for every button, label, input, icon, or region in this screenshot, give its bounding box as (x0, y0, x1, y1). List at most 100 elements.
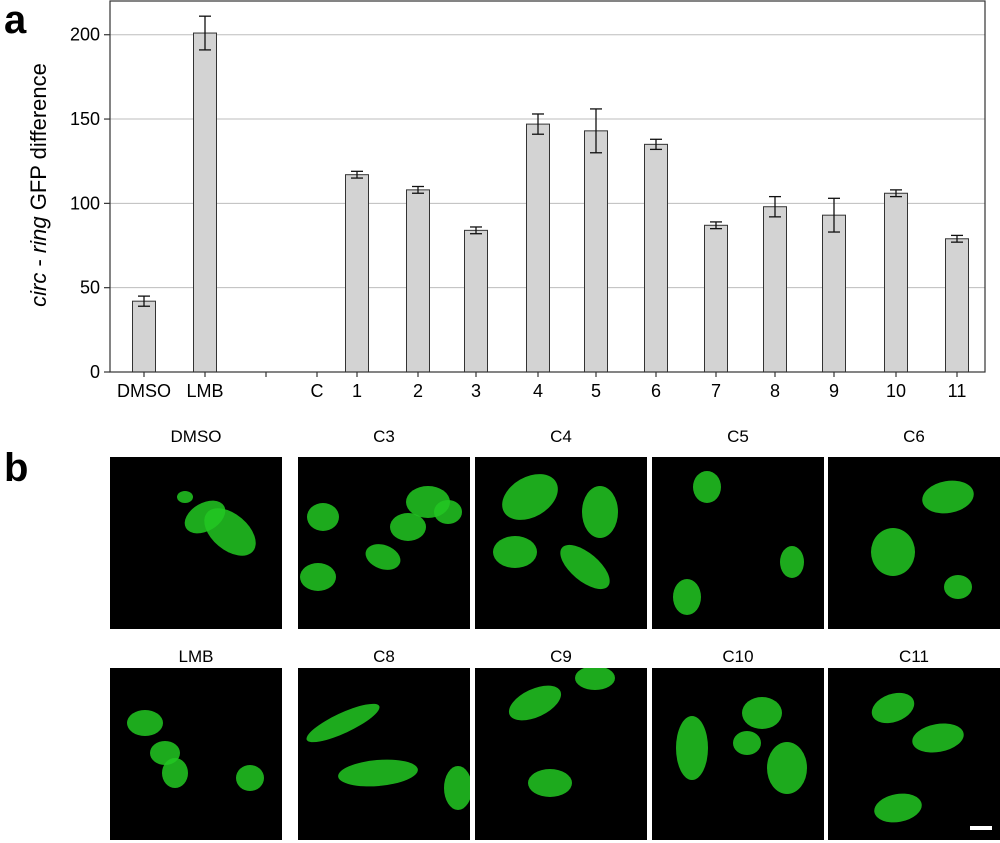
micrograph-label: C5 (727, 427, 749, 446)
x-tick-label: 3 (471, 381, 481, 401)
bar-chart: 0 50 100 150 200 DMSO LMB C 1 2 3 4 5 6 7 8 9 10 11 circ … (26, 0, 986, 401)
cell-blob (912, 723, 964, 753)
cell-blob (306, 703, 380, 743)
micrograph-label: LMB (178, 647, 214, 666)
x-tick-label: DMSO (117, 381, 171, 401)
x-tick-label: 8 (770, 381, 780, 401)
panel-b-label: b (4, 446, 29, 490)
y-tick-label: 100 (70, 193, 100, 213)
cell-blob (307, 503, 339, 531)
bar (884, 192, 908, 373)
cell-blob (434, 500, 462, 524)
y-axis-label: circ - ring GFP difference (26, 63, 51, 307)
y-tick-label: 150 (70, 109, 100, 129)
cell-blob (575, 668, 615, 690)
y-axis-label-part-3: GFP difference (26, 63, 51, 216)
cell-blob (742, 697, 782, 729)
micrograph-label: C6 (903, 427, 925, 446)
y-tick-label: 0 (90, 362, 100, 382)
y-axis-ticks: 0 50 100 150 200 (70, 25, 110, 382)
cell-blob (693, 471, 721, 503)
cell-blob (582, 486, 618, 538)
micrograph-image (110, 457, 282, 629)
bar (193, 32, 217, 373)
y-axis-label-part-2: ring (26, 216, 51, 253)
panel-a-label: a (4, 0, 27, 42)
cell-blob (127, 710, 163, 736)
cell-blob (338, 759, 418, 787)
bar (945, 238, 969, 373)
error-bar (710, 221, 722, 230)
x-axis-ticks: DMSO LMB C 1 2 3 4 5 6 7 8 9 10 11 (117, 372, 966, 401)
error-bar (890, 189, 902, 198)
bar (406, 189, 430, 373)
x-tick-label: 4 (533, 381, 543, 401)
cell-blob (780, 546, 804, 578)
x-tick-label: 11 (948, 381, 967, 401)
cell-blob (767, 742, 807, 794)
error-bar (951, 234, 963, 243)
bar (526, 123, 550, 373)
cell-blob (871, 692, 915, 724)
cell-blob (922, 480, 974, 514)
cell-blob (365, 544, 401, 570)
micrograph-image (298, 668, 470, 840)
error-bar (590, 108, 602, 154)
micrograph-label: C3 (373, 427, 395, 446)
cell-blob (560, 544, 610, 590)
error-bar (470, 226, 482, 235)
bar (822, 214, 846, 373)
cell-blob (493, 536, 537, 568)
x-tick-label: LMB (186, 381, 223, 401)
x-tick-label: C (311, 381, 324, 401)
scale-bar (970, 826, 992, 830)
bar (584, 130, 608, 373)
micrograph-image (475, 668, 647, 840)
cell-blob (177, 491, 193, 503)
cell-blob (204, 508, 256, 556)
micrograph-label: C8 (373, 647, 395, 666)
y-axis-label-sep: - (26, 253, 51, 273)
x-tick-label: 6 (651, 381, 661, 401)
plot-frame (109, 0, 986, 373)
micrograph-label: C11 (899, 647, 929, 666)
cell-blob (673, 579, 701, 615)
cell-blob (676, 716, 708, 780)
error-bar (532, 113, 544, 135)
micrograph-label: C9 (550, 647, 572, 666)
error-bar (199, 15, 211, 51)
cell-blob (300, 563, 336, 591)
bar (763, 206, 787, 373)
cell-blob (444, 766, 470, 810)
cell-blob (733, 731, 761, 755)
micrograph-image (828, 457, 1000, 629)
x-tick-label: 9 (829, 381, 839, 401)
micrograph-label: C4 (550, 427, 572, 446)
x-tick-label: 5 (591, 381, 601, 401)
x-tick-label: 2 (413, 381, 423, 401)
x-tick-label: 10 (886, 381, 906, 401)
y-tick-label: 50 (80, 278, 100, 298)
bar (132, 300, 156, 373)
cell-blob (944, 575, 972, 599)
micrograph-image (475, 457, 647, 629)
y-tick-label: 200 (70, 25, 100, 45)
y-axis-label-part-1: circ (26, 273, 51, 307)
bar (644, 143, 668, 373)
micrograph-label: C10 (722, 647, 754, 666)
cell-blob (236, 765, 264, 791)
x-tick-label: 1 (352, 381, 362, 401)
micrograph-label: DMSO (170, 427, 222, 446)
error-bar (412, 185, 424, 194)
error-bar (138, 295, 150, 307)
bar (704, 224, 728, 373)
micrograph-image (828, 668, 1000, 840)
cell-blob (390, 513, 426, 541)
micrograph-image (110, 668, 282, 840)
cell-blob (502, 474, 558, 520)
micrograph-image (652, 457, 824, 629)
error-bar (828, 197, 840, 233)
cell-blob (162, 758, 188, 788)
bar (464, 229, 488, 373)
cell-blob (528, 769, 572, 797)
